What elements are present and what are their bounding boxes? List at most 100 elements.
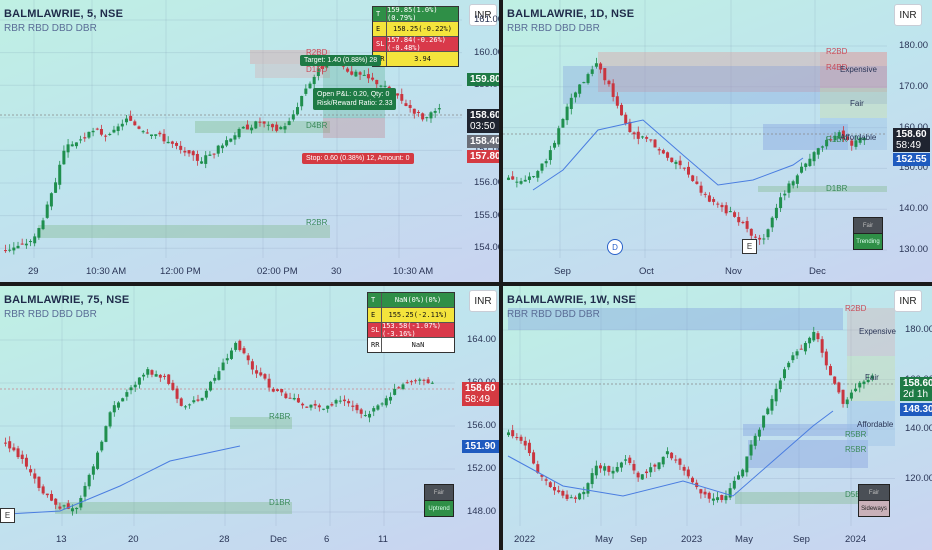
candle-body: [99, 128, 103, 135]
zone-label: D5BR: [845, 490, 867, 499]
candle-body: [234, 342, 238, 350]
candle-body: [129, 387, 133, 391]
candle-body: [569, 497, 573, 499]
candle-body: [548, 482, 552, 488]
symbol-title[interactable]: BALMLAWRIE, 1W, NSE: [507, 294, 637, 306]
price-chart[interactable]: [503, 286, 932, 550]
time-tick-label: 10:30 AM: [86, 266, 127, 277]
time-tick-label: 20: [128, 534, 139, 545]
candle-body: [416, 111, 420, 113]
candle-body: [375, 79, 379, 85]
candle-body: [536, 464, 540, 473]
currency-button[interactable]: INR: [469, 4, 497, 26]
table-value: 155.25(-2.11%): [388, 311, 448, 319]
candle-body: [749, 228, 753, 236]
candle-body: [507, 177, 510, 180]
chart-pane-1w[interactable]: BALMLAWRIE, 1W, NSE RBR RBD DBD DBR INR …: [503, 286, 932, 550]
indicator-label[interactable]: RBR RBD DBD DBR: [507, 23, 600, 34]
mini-status: Fair Uptrend: [424, 484, 454, 517]
candle-body: [687, 166, 690, 175]
candle-body: [573, 497, 577, 499]
price-tick-label: 157.00: [474, 144, 499, 155]
candle-body: [209, 381, 213, 391]
candle-body: [179, 398, 183, 406]
chart-pane-1d[interactable]: BALMLAWRIE, 1D, NSE RBR RBD DBD DBR INR …: [503, 0, 932, 282]
dividend-marker[interactable]: D: [607, 239, 623, 255]
candle-body: [187, 150, 191, 154]
last-price-tag: 158.60 58:49: [462, 382, 499, 406]
symbol-title[interactable]: BALMLAWRIE, 1D, NSE: [507, 8, 635, 20]
candle-body: [523, 179, 527, 182]
candle-body: [29, 241, 33, 243]
candle-body: [532, 452, 536, 464]
chart-pane-5min[interactable]: BALMLAWRIE, 5, NSE RBR RBD DBD DBR INR T…: [0, 0, 499, 282]
candle-body: [803, 343, 807, 352]
candle-body: [366, 74, 370, 79]
candle-body: [766, 408, 770, 415]
candle-body: [712, 199, 716, 202]
candle-body: [640, 474, 644, 480]
candle-body: [283, 126, 287, 130]
open-pnl-badge[interactable]: Open P&L: 0.20, Qty: 0 Risk/Reward Ratio…: [313, 88, 397, 110]
table-key: T: [368, 293, 382, 307]
candle-body: [565, 106, 569, 121]
candle-body: [511, 430, 515, 437]
candle-body: [225, 358, 229, 361]
zone-label: R4BD: [826, 63, 848, 72]
supply-demand-zone: [508, 308, 843, 330]
candle-body: [200, 397, 204, 401]
candle-body: [716, 203, 720, 205]
candle-body: [16, 245, 20, 249]
indicator-label[interactable]: RBR RBD DBD DBR: [507, 309, 600, 320]
price-chart[interactable]: [0, 286, 499, 550]
indicator-label[interactable]: RBR RBD DBD DBR: [4, 23, 97, 34]
candle-body: [121, 398, 125, 402]
candle-body: [112, 405, 116, 413]
symbol-title[interactable]: BALMLAWRIE, 5, NSE: [4, 8, 124, 20]
candle-body: [615, 466, 619, 472]
price-tick-label: 160.00: [899, 122, 928, 133]
target-badge[interactable]: Target: 1.40 (0.88%) 28: [300, 55, 382, 66]
moving-average-line: [532, 119, 804, 191]
currency-button[interactable]: INR: [469, 290, 497, 312]
time-tick-label: 6: [324, 534, 330, 545]
candle-body: [594, 63, 598, 67]
candle-body: [213, 377, 217, 381]
candle-body: [37, 476, 41, 488]
price-chart[interactable]: [503, 0, 932, 282]
currency-button[interactable]: INR: [894, 4, 922, 26]
candle-body: [376, 405, 380, 410]
symbol-title[interactable]: BALMLAWRIE, 75, NSE: [4, 294, 130, 306]
earnings-marker[interactable]: E: [0, 508, 15, 523]
candle-body: [833, 376, 837, 384]
candle-body: [820, 146, 824, 148]
candle-body: [758, 237, 762, 240]
earnings-marker[interactable]: E: [742, 239, 757, 254]
price-tick-label: 164.00: [467, 334, 497, 345]
chart-pane-75min[interactable]: BALMLAWRIE, 75, NSE RBR RBD DBD DBR INR …: [0, 286, 499, 550]
candle-body: [640, 136, 644, 138]
candle-body: [146, 369, 150, 375]
table-key: RR: [368, 338, 382, 352]
candle-body: [200, 161, 204, 164]
indicator-label[interactable]: RBR RBD DBD DBR: [4, 309, 97, 320]
candle-body: [100, 441, 104, 451]
candle-body: [674, 161, 678, 164]
candle-body: [116, 126, 120, 132]
candle-body: [561, 119, 565, 128]
candle-body: [150, 370, 154, 375]
mini-status-label: Sideways: [858, 501, 890, 517]
level-label: Fair: [850, 99, 864, 108]
candle-body: [653, 464, 657, 467]
time-tick-label: Sep: [554, 266, 571, 277]
stop-badge[interactable]: Stop: 0.60 (0.38%) 12, Amount: 0: [302, 153, 414, 164]
currency-button[interactable]: INR: [894, 290, 922, 312]
stop-price-tag: 157.80: [467, 150, 499, 163]
candle-body: [787, 362, 791, 368]
candle-body: [346, 68, 350, 72]
price-tick-label: 156.00: [467, 420, 497, 431]
last-price: 158.60: [903, 378, 932, 389]
candle-body: [258, 121, 262, 123]
time-tick-label: 29: [28, 266, 39, 277]
candle-body: [808, 158, 812, 166]
